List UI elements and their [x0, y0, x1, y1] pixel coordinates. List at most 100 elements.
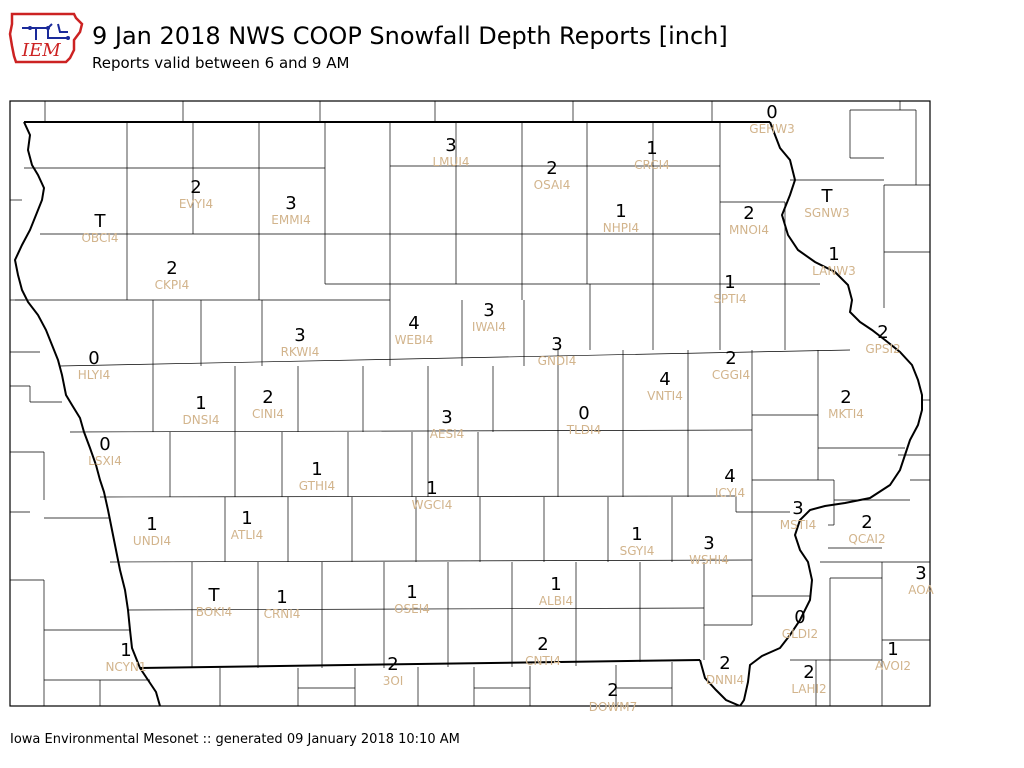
station-value: 4	[724, 466, 735, 487]
station-value: 1	[550, 574, 561, 595]
station-value: 3	[551, 334, 562, 355]
station-value: 1	[311, 459, 322, 480]
station-value: 3	[703, 533, 714, 554]
station-value: 2	[166, 258, 177, 279]
station-id: CINI4	[252, 407, 284, 421]
station-value: 1	[120, 640, 131, 661]
station-value: 0	[794, 607, 805, 628]
iem-logo-graphic: IEM	[8, 12, 84, 64]
station-id: LSXI4	[88, 454, 122, 468]
station-value: 0	[88, 348, 99, 369]
station-value: 1	[615, 201, 626, 222]
station-id: WGCI4	[412, 498, 453, 512]
station-id: OSAI4	[534, 178, 571, 192]
station-value: 2	[719, 653, 730, 674]
station-id: 3OI	[383, 674, 404, 688]
station-value: 4	[659, 369, 670, 390]
station-id: MSTI4	[780, 518, 816, 532]
logo-text: IEM	[21, 40, 61, 61]
station-value: 2	[262, 387, 273, 408]
station-id: AOA	[908, 583, 934, 597]
station-id: UNDI4	[133, 534, 171, 548]
station-id: CRNI4	[264, 607, 301, 621]
station-value: 1	[406, 582, 417, 603]
station-value: 3	[294, 325, 305, 346]
station-value: 2	[877, 322, 888, 343]
station-value: 2	[840, 387, 851, 408]
station-id: ICYI4	[715, 486, 745, 500]
station-value: 0	[578, 403, 589, 424]
station-id: GTHI4	[299, 479, 335, 493]
station-id: WSHI4	[689, 553, 729, 567]
station-value: 3	[915, 563, 926, 584]
station-value: 2	[803, 662, 814, 683]
station-value: 1	[646, 138, 657, 159]
station-value: 1	[426, 478, 437, 499]
state-boundaries	[13, 121, 923, 706]
iem-logo: IEM	[8, 6, 88, 68]
county-boundaries	[10, 101, 930, 706]
station-id: SGYI4	[620, 544, 655, 558]
station-id: CGGI4	[712, 368, 750, 382]
station-value: 2	[387, 654, 398, 675]
station-value: 2	[861, 512, 872, 533]
station-id: DNSI4	[182, 413, 219, 427]
station-id: LMUI4	[433, 155, 470, 169]
station-id: NHPI4	[603, 221, 639, 235]
station-id: GLDI2	[782, 627, 818, 641]
station-value: 2	[743, 203, 754, 224]
station-id: RKWI4	[281, 345, 320, 359]
station-id: MKTI4	[828, 407, 864, 421]
station-value: 3	[285, 193, 296, 214]
map-subtitle: Reports valid between 6 and 9 AM	[92, 54, 350, 72]
station-value: 1	[828, 244, 839, 265]
station-id: BOKI4	[196, 605, 233, 619]
station-value: 1	[631, 524, 642, 545]
station-id: IWAI4	[472, 320, 506, 334]
station-id: GPSI2	[865, 342, 900, 356]
station-value: 3	[483, 300, 494, 321]
station-id: LAHI2	[791, 682, 826, 696]
station-id: CRCI4	[634, 158, 670, 172]
station-value: T	[821, 186, 834, 207]
station-value: 1	[146, 514, 157, 535]
station-value: 1	[276, 587, 287, 608]
station-id: LANW3	[812, 264, 856, 278]
station-id: MNOI4	[729, 223, 769, 237]
station-id: OBCI4	[81, 231, 118, 245]
station-id: AESI4	[430, 427, 465, 441]
